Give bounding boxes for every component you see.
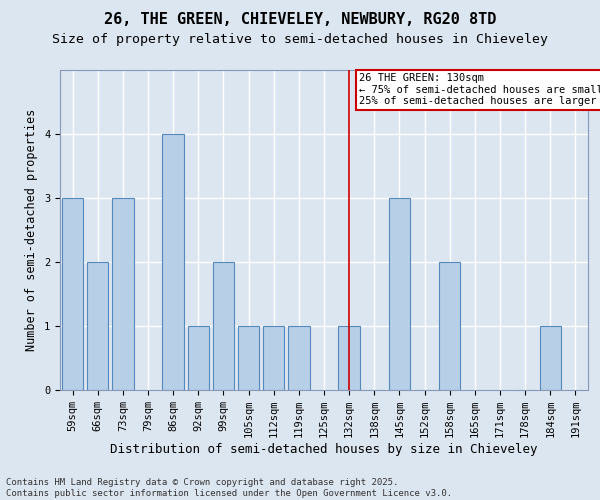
Bar bbox=[213, 262, 234, 390]
Text: Contains HM Land Registry data © Crown copyright and database right 2025.
Contai: Contains HM Land Registry data © Crown c… bbox=[6, 478, 452, 498]
Bar bbox=[112, 198, 134, 390]
Bar bbox=[87, 262, 109, 390]
Text: 26 THE GREEN: 130sqm
← 75% of semi-detached houses are smaller (18)
25% of semi-: 26 THE GREEN: 130sqm ← 75% of semi-detac… bbox=[359, 73, 600, 106]
Bar bbox=[439, 262, 460, 390]
X-axis label: Distribution of semi-detached houses by size in Chieveley: Distribution of semi-detached houses by … bbox=[110, 443, 538, 456]
Text: Size of property relative to semi-detached houses in Chieveley: Size of property relative to semi-detach… bbox=[52, 32, 548, 46]
Y-axis label: Number of semi-detached properties: Number of semi-detached properties bbox=[25, 109, 38, 351]
Bar bbox=[163, 134, 184, 390]
Bar bbox=[62, 198, 83, 390]
Bar bbox=[338, 326, 360, 390]
Bar bbox=[288, 326, 310, 390]
Bar bbox=[238, 326, 259, 390]
Bar bbox=[188, 326, 209, 390]
Bar bbox=[263, 326, 284, 390]
Bar bbox=[539, 326, 561, 390]
Bar bbox=[389, 198, 410, 390]
Text: 26, THE GREEN, CHIEVELEY, NEWBURY, RG20 8TD: 26, THE GREEN, CHIEVELEY, NEWBURY, RG20 … bbox=[104, 12, 496, 28]
